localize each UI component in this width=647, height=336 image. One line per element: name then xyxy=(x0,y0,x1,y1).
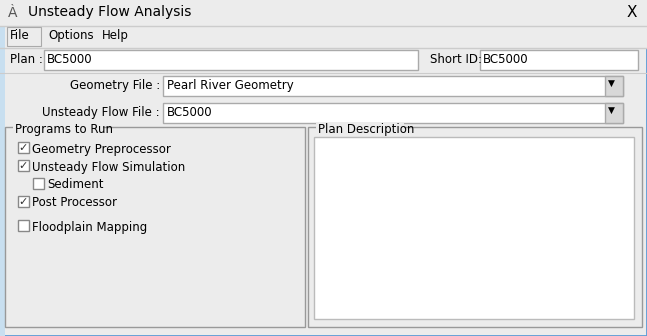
Bar xyxy=(605,76,623,96)
Bar xyxy=(308,127,642,327)
Bar xyxy=(18,160,29,171)
Text: ✓: ✓ xyxy=(19,161,28,170)
Text: Pearl River Geometry: Pearl River Geometry xyxy=(167,79,294,92)
Text: Options: Options xyxy=(48,29,94,42)
Text: Geometry File :: Geometry File : xyxy=(70,79,160,92)
Bar xyxy=(5,127,305,327)
Text: ▼: ▼ xyxy=(608,106,615,115)
Text: Unsteady Flow Simulation: Unsteady Flow Simulation xyxy=(32,161,185,173)
Bar xyxy=(480,50,638,70)
Bar xyxy=(163,76,623,96)
Bar xyxy=(5,26,647,48)
Text: Plan Description: Plan Description xyxy=(318,123,414,136)
Bar xyxy=(0,0,647,26)
Text: À: À xyxy=(8,6,17,20)
Bar xyxy=(7,27,41,46)
Bar xyxy=(163,103,623,123)
Text: Floodplain Mapping: Floodplain Mapping xyxy=(32,220,148,234)
Text: File: File xyxy=(10,29,30,42)
Text: Short ID:: Short ID: xyxy=(430,53,482,66)
Text: ✓: ✓ xyxy=(19,142,28,153)
Text: BC5000: BC5000 xyxy=(47,53,93,66)
Text: Programs to Run: Programs to Run xyxy=(15,123,113,136)
Text: Post Processor: Post Processor xyxy=(32,197,117,210)
Text: X: X xyxy=(627,5,637,20)
Bar xyxy=(33,178,44,189)
Text: ✓: ✓ xyxy=(19,197,28,207)
Bar xyxy=(13,122,103,132)
Text: BC5000: BC5000 xyxy=(483,53,529,66)
Text: Geometry Preprocessor: Geometry Preprocessor xyxy=(32,142,171,156)
Bar xyxy=(44,50,418,70)
Text: Unsteady Flow Analysis: Unsteady Flow Analysis xyxy=(28,5,192,19)
Text: BC5000: BC5000 xyxy=(167,106,213,119)
Text: Help: Help xyxy=(102,29,129,42)
Text: Unsteady Flow File :: Unsteady Flow File : xyxy=(42,106,160,119)
Bar xyxy=(18,196,29,207)
Bar xyxy=(0,26,5,336)
Text: Plan :: Plan : xyxy=(10,53,43,66)
Text: ▼: ▼ xyxy=(608,79,615,88)
Bar xyxy=(18,220,29,231)
Bar xyxy=(314,137,634,319)
Bar xyxy=(18,142,29,153)
Bar xyxy=(605,103,623,123)
Text: Sediment: Sediment xyxy=(47,178,104,192)
Bar xyxy=(316,122,404,132)
